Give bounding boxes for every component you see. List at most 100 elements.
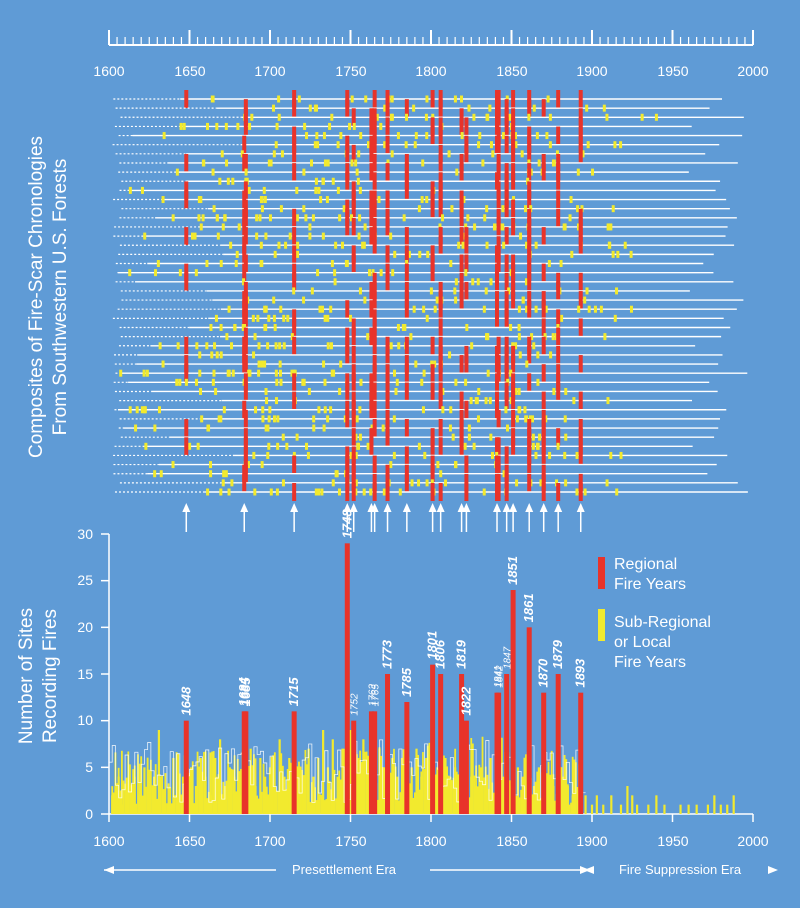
regional-fire-mark-1773: [385, 391, 390, 410]
local-fire-mark: [313, 141, 317, 149]
local-fire-mark: [544, 305, 548, 313]
local-bar-1808: [442, 755, 445, 814]
regional-fire-mark-1851: [511, 391, 516, 410]
arrow-head-1748: [343, 503, 352, 512]
regional-label-text-1715: 1715: [286, 677, 301, 707]
local-fire-mark: [563, 415, 567, 423]
local-fire-mark: [555, 479, 559, 487]
regional-bar-1715: [291, 711, 297, 814]
local-fire-mark: [654, 113, 658, 121]
local-bar-1727: [312, 776, 315, 814]
local-fire-mark: [467, 433, 471, 441]
regional-fire-mark-1752: [351, 181, 356, 200]
local-fire-mark: [544, 415, 548, 423]
local-bar-1757: [360, 761, 363, 814]
local-bar-1884: [565, 759, 568, 814]
local-fire-mark: [267, 314, 271, 322]
top-tick-1900: 1900: [576, 63, 607, 79]
chronology-lines: [112, 90, 748, 501]
y-tick-0: 0: [85, 806, 93, 822]
local-bar-1691: [254, 786, 257, 814]
local-bar-1729: [315, 800, 318, 814]
regional-fire-mark-1752: [351, 455, 356, 474]
local-bar-1834: [484, 776, 487, 814]
regional-fire-mark-1861: [527, 345, 532, 364]
legend-local-line2: or Local: [614, 634, 671, 651]
local-fire-mark: [466, 214, 470, 222]
regional-fire-mark-1847: [504, 364, 509, 383]
local-bar-1610: [124, 783, 126, 814]
regional-fire-mark-1685: [243, 153, 248, 172]
legend-local-swatch: [598, 609, 605, 641]
regional-fire-mark-1822: [464, 455, 469, 474]
local-fire-mark: [277, 95, 281, 103]
arrow-head-1648: [182, 503, 191, 512]
local-bar-1866: [536, 771, 539, 814]
local-fire-mark: [465, 323, 469, 331]
local-fire-mark: [211, 168, 215, 176]
local-fire-mark: [375, 113, 379, 121]
regional-fire-mark-1748: [345, 464, 350, 483]
local-fire-mark: [548, 113, 552, 121]
regional-fire-mark-1851: [511, 409, 516, 428]
local-fire-mark: [219, 351, 223, 359]
regional-label-text-1870: 1870: [536, 658, 551, 688]
local-fire-mark: [206, 488, 210, 496]
regional-fire-mark-1685: [243, 254, 248, 273]
local-fire-mark: [142, 369, 146, 377]
local-fire-mark: [534, 241, 538, 249]
regional-label-1870: 1870: [536, 658, 551, 688]
arrow-head-1841: [493, 503, 502, 512]
local-fire-mark: [260, 360, 264, 368]
regional-fire-mark-1870: [541, 437, 546, 456]
regional-year-arrows: [182, 503, 585, 532]
local-fire-mark: [199, 387, 203, 395]
local-bar-1875: [550, 750, 553, 814]
local-bar-1935: [647, 804, 650, 814]
regional-fire-mark-1648: [184, 90, 189, 108]
local-fire-mark: [218, 177, 222, 185]
local-bar-1876: [552, 786, 555, 814]
local-fire-mark: [277, 241, 281, 249]
local-fire-mark: [128, 186, 132, 194]
regional-fire-mark-1685: [243, 208, 248, 227]
local-fire-mark: [307, 387, 311, 395]
regional-fire-mark-1773: [385, 382, 390, 401]
local-fire-mark: [128, 406, 132, 414]
local-fire-mark: [214, 314, 218, 322]
local-bar-1889: [573, 759, 576, 814]
regional-fire-mark-1861: [527, 90, 532, 108]
regional-label-1748: 1748: [339, 509, 354, 539]
regional-fire-mark-1748: [345, 373, 350, 392]
regional-label-1763: 1763: [367, 684, 378, 707]
regional-fire-mark-1748: [345, 409, 350, 428]
regional-fire-mark-1685: [243, 373, 248, 392]
regional-fire-mark-1765: [372, 227, 377, 246]
bottom-ylabel-line2: Recording Fires: [40, 609, 61, 743]
local-bar-1733: [322, 730, 325, 814]
local-bar-1704: [275, 790, 278, 814]
regional-fire-mark-1752: [351, 391, 356, 410]
local-fire-mark: [619, 141, 623, 149]
local-fire-mark: [247, 369, 251, 377]
local-fire-mark: [338, 214, 342, 222]
local-fire-mark: [556, 323, 560, 331]
local-fire-mark: [396, 323, 400, 331]
local-fire-mark: [119, 369, 123, 377]
local-bar-1608: [120, 804, 123, 814]
local-fire-mark: [219, 488, 223, 496]
regional-fire-mark-1715: [292, 263, 297, 282]
local-fire-mark: [323, 159, 327, 167]
regional-fire-mark-1842: [496, 99, 501, 118]
local-fire-mark: [609, 451, 613, 459]
local-fire-mark: [217, 415, 221, 423]
local-fire-mark: [356, 442, 360, 450]
regional-fire-mark-1806: [438, 291, 443, 310]
local-bar-1605: [116, 783, 118, 814]
local-fire-mark: [219, 260, 223, 268]
regional-fire-mark-1893: [578, 473, 583, 492]
local-fire-mark: [451, 433, 455, 441]
regional-fire-mark-1847: [504, 108, 509, 127]
local-bar-1777: [393, 748, 395, 814]
local-bar-1613: [129, 764, 131, 814]
